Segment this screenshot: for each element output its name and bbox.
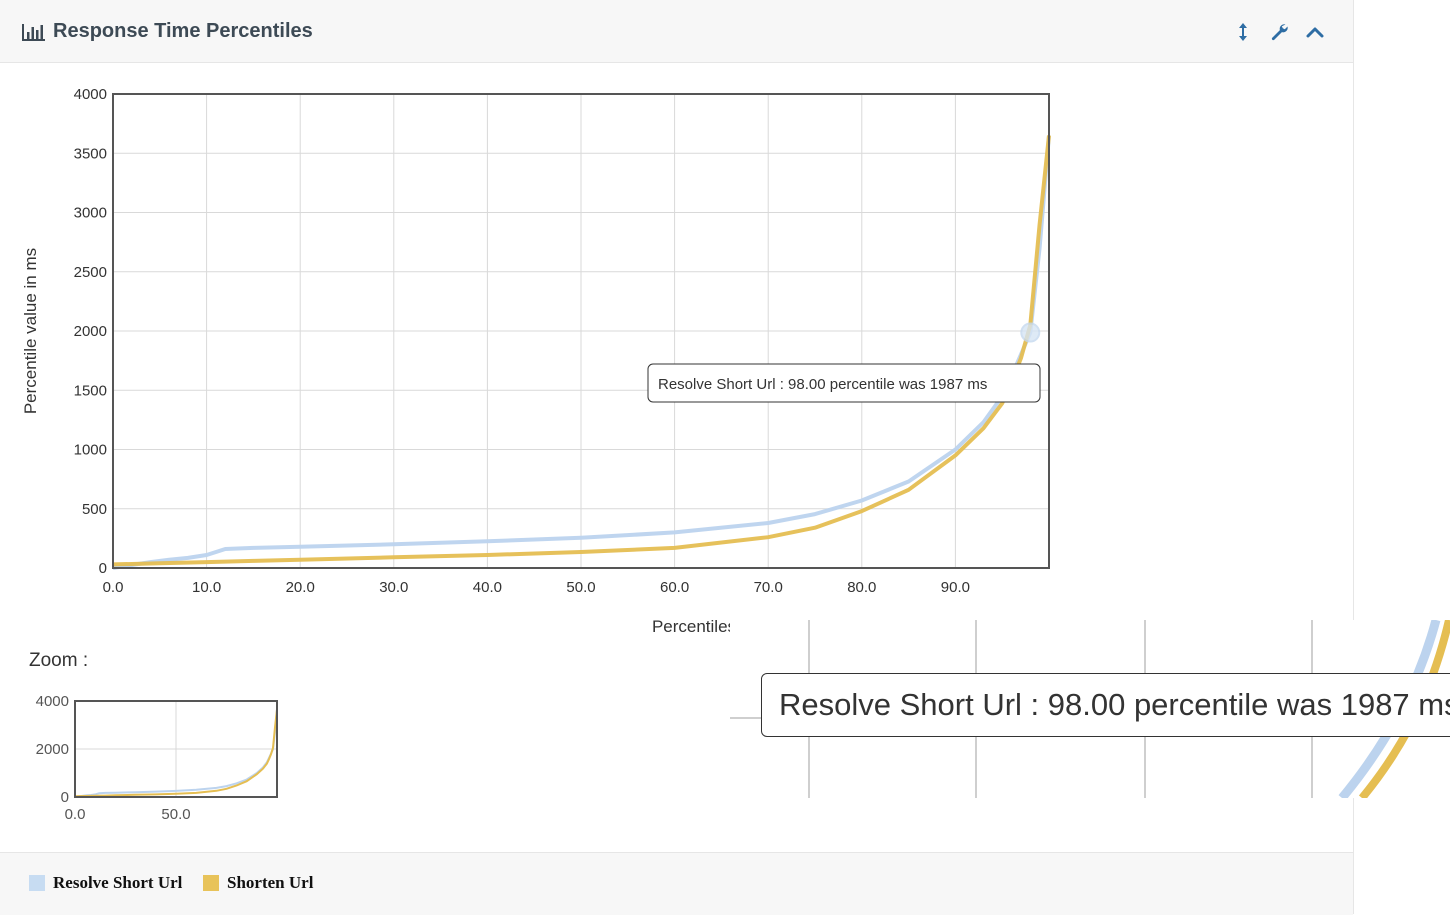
x-tick-label: 70.0: [754, 579, 783, 596]
zoom-navigator-chart[interactable]: 0.0 50.0 0 2000 4000: [0, 682, 320, 832]
response-time-panel: Response Time Percentiles 0.0 10.0 20.0 30.…: [0, 0, 1354, 915]
x-tick-label: 90.0: [941, 579, 970, 596]
y-tick-label: 1000: [74, 442, 107, 459]
y-tick-label: 1500: [74, 382, 107, 399]
tooltip-text: Resolve Short Url : 98.00 percentile was…: [658, 376, 987, 393]
x-tick-label: 0.0: [103, 579, 124, 596]
y-tick-label: 3000: [74, 205, 107, 222]
y-tick-label: 3500: [74, 145, 107, 162]
legend-bar: Resolve Short Url Shorten Url: [0, 852, 1353, 915]
zoom-y-tick-label: 2000: [36, 741, 69, 758]
tooltip-magnified-inset: Resolve Short Url : 98.00 percentile was…: [730, 620, 1450, 798]
x-tick-label: 60.0: [660, 579, 689, 596]
legend-swatch-shorten: [203, 875, 219, 891]
y-tick-label: 0: [99, 560, 107, 577]
plot-border: [112, 93, 1050, 569]
x-tick-label: 10.0: [192, 579, 221, 596]
panel-header: Response Time Percentiles: [0, 0, 1353, 63]
x-tick-label: 30.0: [379, 579, 408, 596]
chevron-up-icon[interactable]: [1303, 20, 1327, 44]
legend-item-resolve-short-url[interactable]: Resolve Short Url: [29, 873, 182, 893]
highlight-point: [1020, 322, 1041, 343]
y-axis-title: Percentile value in ms: [21, 248, 40, 414]
zoom-y-tick-label: 0: [61, 789, 69, 806]
y-tick-label: 500: [82, 501, 107, 518]
legend-item-shorten-url[interactable]: Shorten Url: [203, 873, 313, 893]
x-tick-label: 40.0: [473, 579, 502, 596]
x-tick-label: 80.0: [847, 579, 876, 596]
zoom-series-line-shorten-url: [74, 709, 278, 798]
x-tick-label: 20.0: [286, 579, 315, 596]
legend-swatch-resolve: [29, 875, 45, 891]
bar-chart-icon: [22, 22, 46, 42]
legend-label: Shorten Url: [227, 873, 314, 892]
panel-title: Response Time Percentiles: [53, 20, 313, 42]
zoom-label: Zoom :: [29, 650, 89, 671]
x-axis-title: Percentiles: [652, 617, 736, 636]
tooltip-magnified: Resolve Short Url : 98.00 percentile was…: [761, 673, 1450, 737]
zoom-x-tick-label: 0.0: [65, 806, 86, 823]
resize-icon[interactable]: [1231, 20, 1255, 44]
y-tick-label: 2500: [74, 264, 107, 281]
legend-label: Resolve Short Url: [53, 873, 183, 892]
zoom-y-tick-label: 4000: [36, 693, 69, 710]
zoom-plot-border: [74, 700, 278, 798]
zoom-x-tick-label: 50.0: [161, 806, 190, 823]
y-tick-label: 2000: [74, 323, 107, 340]
x-tick-label: 50.0: [566, 579, 595, 596]
tooltip: Resolve Short Url : 98.00 percentile was…: [647, 363, 1041, 403]
percentile-chart[interactable]: 0.0 10.0 20.0 30.0 40.0 50.0 60.0 70.0 80.0 90.0 0…: [0, 62, 1100, 652]
wrench-icon[interactable]: [1267, 20, 1291, 44]
y-tick-label: 4000: [74, 86, 107, 103]
tooltip-box: [647, 363, 1041, 403]
